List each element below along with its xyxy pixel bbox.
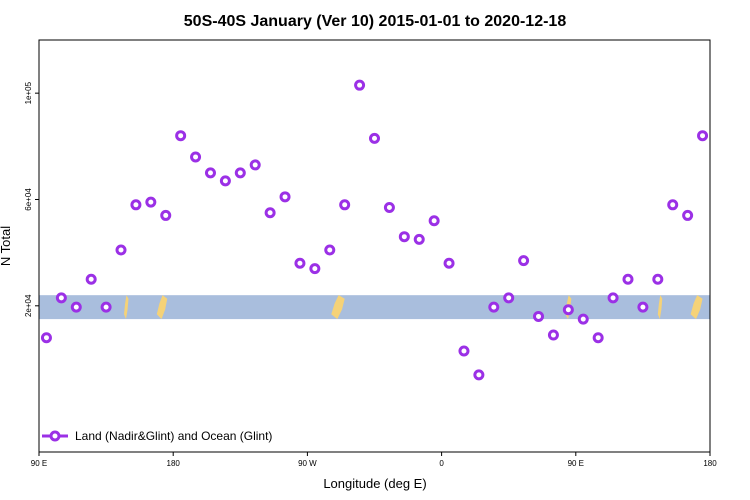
data-point <box>264 207 276 219</box>
x-tick-label: 180 <box>167 459 181 468</box>
data-point <box>309 263 321 275</box>
data-point <box>682 209 694 221</box>
plot-frame <box>38 39 711 453</box>
data-point <box>70 301 82 313</box>
data-point <box>592 332 604 344</box>
data-point <box>160 209 172 221</box>
data-point <box>622 273 634 285</box>
data-point <box>562 304 574 316</box>
legend-marker <box>49 430 61 442</box>
legend-entry-label: Land (Nadir&Glint) and Ocean (Glint) <box>75 429 272 443</box>
x-tick-label: 90 E <box>31 459 47 468</box>
data-point <box>190 151 202 163</box>
data-point <box>383 201 395 213</box>
legend: Land (Nadir&Glint) and Ocean (Glint) <box>42 429 272 443</box>
data-point <box>294 257 306 269</box>
data-point <box>40 332 52 344</box>
data-point <box>219 175 231 187</box>
data-point <box>115 244 127 256</box>
data-point <box>503 292 515 304</box>
x-axis: 90 E 180 90 W 0 90 E 180 <box>31 452 717 468</box>
data-point <box>354 79 366 91</box>
data-point <box>428 215 440 227</box>
data-point <box>413 233 425 245</box>
data-point <box>175 130 187 142</box>
data-point <box>667 199 679 211</box>
data-point <box>488 301 500 313</box>
y-tick-label: 6e+04 <box>24 188 33 211</box>
data-point <box>130 199 142 211</box>
y-tick-label: 2e+04 <box>24 294 33 317</box>
data-point <box>234 167 246 179</box>
data-point <box>577 313 589 325</box>
data-point <box>533 310 545 322</box>
data-point <box>204 167 216 179</box>
land-patch <box>156 295 168 320</box>
data-point <box>249 159 261 171</box>
data-points <box>40 79 709 381</box>
data-point <box>607 292 619 304</box>
plot-area <box>38 39 711 453</box>
data-point <box>55 292 67 304</box>
data-point <box>547 329 559 341</box>
data-point <box>369 132 380 144</box>
x-tick-label: 180 <box>703 459 717 468</box>
data-point <box>473 369 485 381</box>
y-axis: 2e+04 6e+04 1e+05 <box>24 81 39 317</box>
x-tick-label: 90 W <box>298 459 317 468</box>
y-tick-label: 1e+05 <box>24 81 33 104</box>
x-axis-label: Longitude (deg E) <box>323 476 426 491</box>
data-point <box>443 257 455 269</box>
data-point <box>398 231 410 243</box>
data-point <box>339 199 351 211</box>
land-patch <box>657 295 663 320</box>
data-point <box>145 196 157 208</box>
land-patch <box>331 295 345 320</box>
x-tick-label: 90 E <box>568 459 584 468</box>
data-point <box>279 191 291 203</box>
data-point <box>100 301 112 313</box>
data-point <box>458 345 470 357</box>
data-point <box>652 273 664 285</box>
land-patch <box>690 295 703 320</box>
data-point <box>85 273 97 285</box>
x-tick-label: 0 <box>439 459 444 468</box>
data-point <box>324 244 336 256</box>
land-patch <box>123 295 129 320</box>
y-axis-label: N Total <box>0 226 13 266</box>
data-point <box>637 301 649 313</box>
chart-title: 50S-40S January (Ver 10) 2015-01-01 to 2… <box>184 13 567 30</box>
data-point <box>518 255 530 267</box>
data-point <box>697 130 709 142</box>
